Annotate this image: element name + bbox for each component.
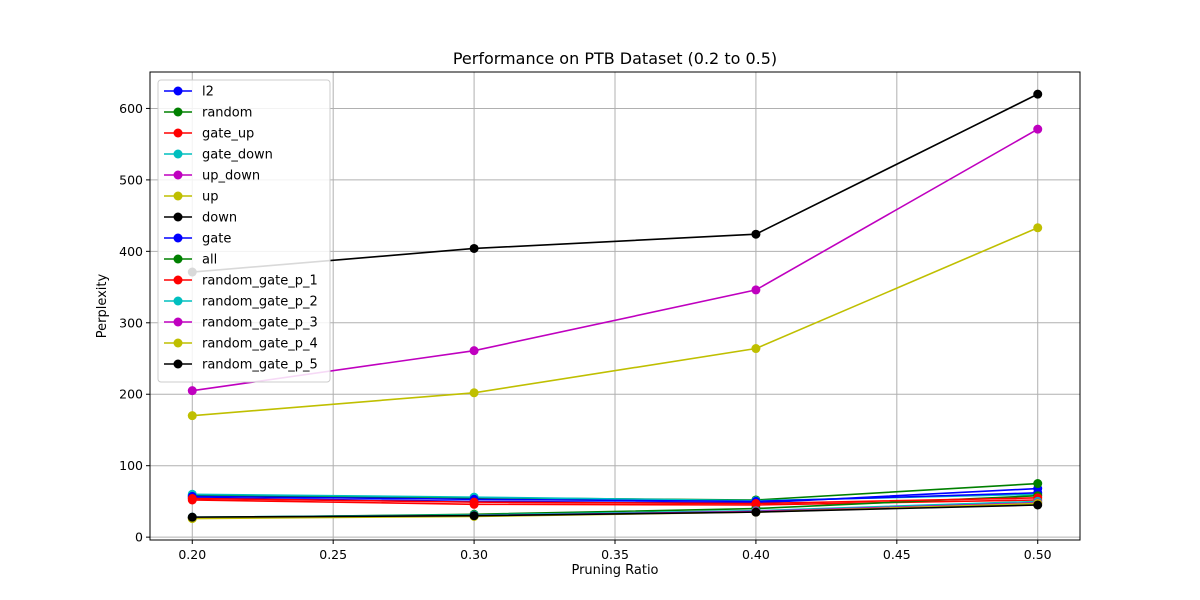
legend-marker [173,275,183,285]
data-point [1033,223,1043,233]
legend-entry: random_gate_p_4 [164,337,318,352]
legend-label: random_gate_p_3 [202,316,318,331]
data-point [1033,124,1043,134]
series-lines [187,89,1043,524]
y-tick-label: 100 [119,458,143,473]
legend-entry: all [164,253,217,268]
data-point [1033,89,1043,99]
data-point [751,499,761,509]
data-point [469,511,479,521]
x-axis-ticks: 0.20 0.25 0.30 0.35 0.40 0.45 0.50 [178,540,1052,562]
y-axis-ticks: 0 100 200 300 400 500 600 [119,101,150,545]
x-tick-label: 0.50 [1024,547,1052,562]
x-tick-label: 0.30 [460,547,488,562]
legend-marker [173,212,183,222]
legend-marker [173,107,183,117]
series-line [192,497,1038,505]
legend-entry: random_gate_p_5 [164,358,318,373]
legend-box [157,79,331,383]
legend-label: up [202,190,219,205]
x-tick-label: 0.20 [178,547,206,562]
y-tick-label: 600 [119,101,143,116]
legend-entry: gate [164,232,231,247]
data-point [187,494,197,504]
series-random_gate_p_5 [187,500,1043,522]
legend-label: down [202,211,237,226]
legend-entry: up_down [164,169,260,184]
series-up [187,223,1043,421]
legend-label: up_down [202,169,260,184]
series-line [192,504,1038,518]
legend-entry: random [164,106,252,121]
y-tick-label: 200 [119,387,143,402]
data-point [751,344,761,354]
y-tick-label: 0 [135,530,143,545]
legend-marker [173,359,183,369]
data-point [1033,500,1043,510]
legend-label: random [202,106,252,121]
data-point [751,285,761,295]
data-point [469,388,479,398]
legend-label: gate_down [202,148,273,163]
legend-label: l2 [202,85,214,100]
x-tick-label: 0.40 [742,547,770,562]
legend-marker [173,254,183,264]
legend-marker [173,233,183,243]
y-tick-label: 300 [119,315,143,330]
legend-entry: random_gate_p_2 [164,295,318,310]
data-point [187,411,197,421]
data-point [187,386,197,396]
data-point [469,497,479,507]
legend-marker [173,296,183,306]
series-line [192,492,1038,503]
x-tick-label: 0.25 [319,547,347,562]
x-tick-label: 0.45 [883,547,911,562]
y-tick-label: 400 [119,244,143,259]
legend-entry: random_gate_p_1 [164,274,318,289]
legend-label: gate [202,232,231,247]
legend-label: random_gate_p_1 [202,274,318,289]
legend-entry: down [164,211,237,226]
legend-label: gate_up [202,127,254,142]
x-axis-label: Pruning Ratio [571,563,658,578]
y-axis-label: Perplexity [95,273,110,338]
legend-marker [173,86,183,96]
legend-entry: l2 [164,85,214,100]
legend-marker [173,128,183,138]
legend-label: random_gate_p_4 [202,337,318,352]
legend-entry: gate_down [164,148,273,163]
chart-title: Performance on PTB Dataset (0.2 to 0.5) [453,49,777,68]
series-line [192,128,1039,392]
legend-marker [173,170,183,180]
legend-marker [173,149,183,159]
data-point [751,507,761,517]
legend-entry: up [164,190,219,205]
legend-marker [173,317,183,327]
data-point [751,229,761,239]
data-point [469,346,479,356]
y-tick-label: 500 [119,172,143,187]
legend-label: random_gate_p_2 [202,295,318,310]
data-point [469,243,479,253]
x-tick-label: 0.35 [601,547,629,562]
data-point [1033,479,1043,489]
legend-label: all [202,253,217,268]
series-line [192,93,1039,273]
series-up_down [187,124,1043,396]
legend-entry: gate_up [164,127,254,142]
legend-marker [173,191,183,201]
grid [150,72,1080,540]
legend-entry: random_gate_p_3 [164,316,318,331]
legend-marker [173,338,183,348]
data-point [187,512,197,522]
series-line [192,227,1039,417]
legend-label: random_gate_p_5 [202,358,318,373]
plot-frame [149,71,1081,541]
